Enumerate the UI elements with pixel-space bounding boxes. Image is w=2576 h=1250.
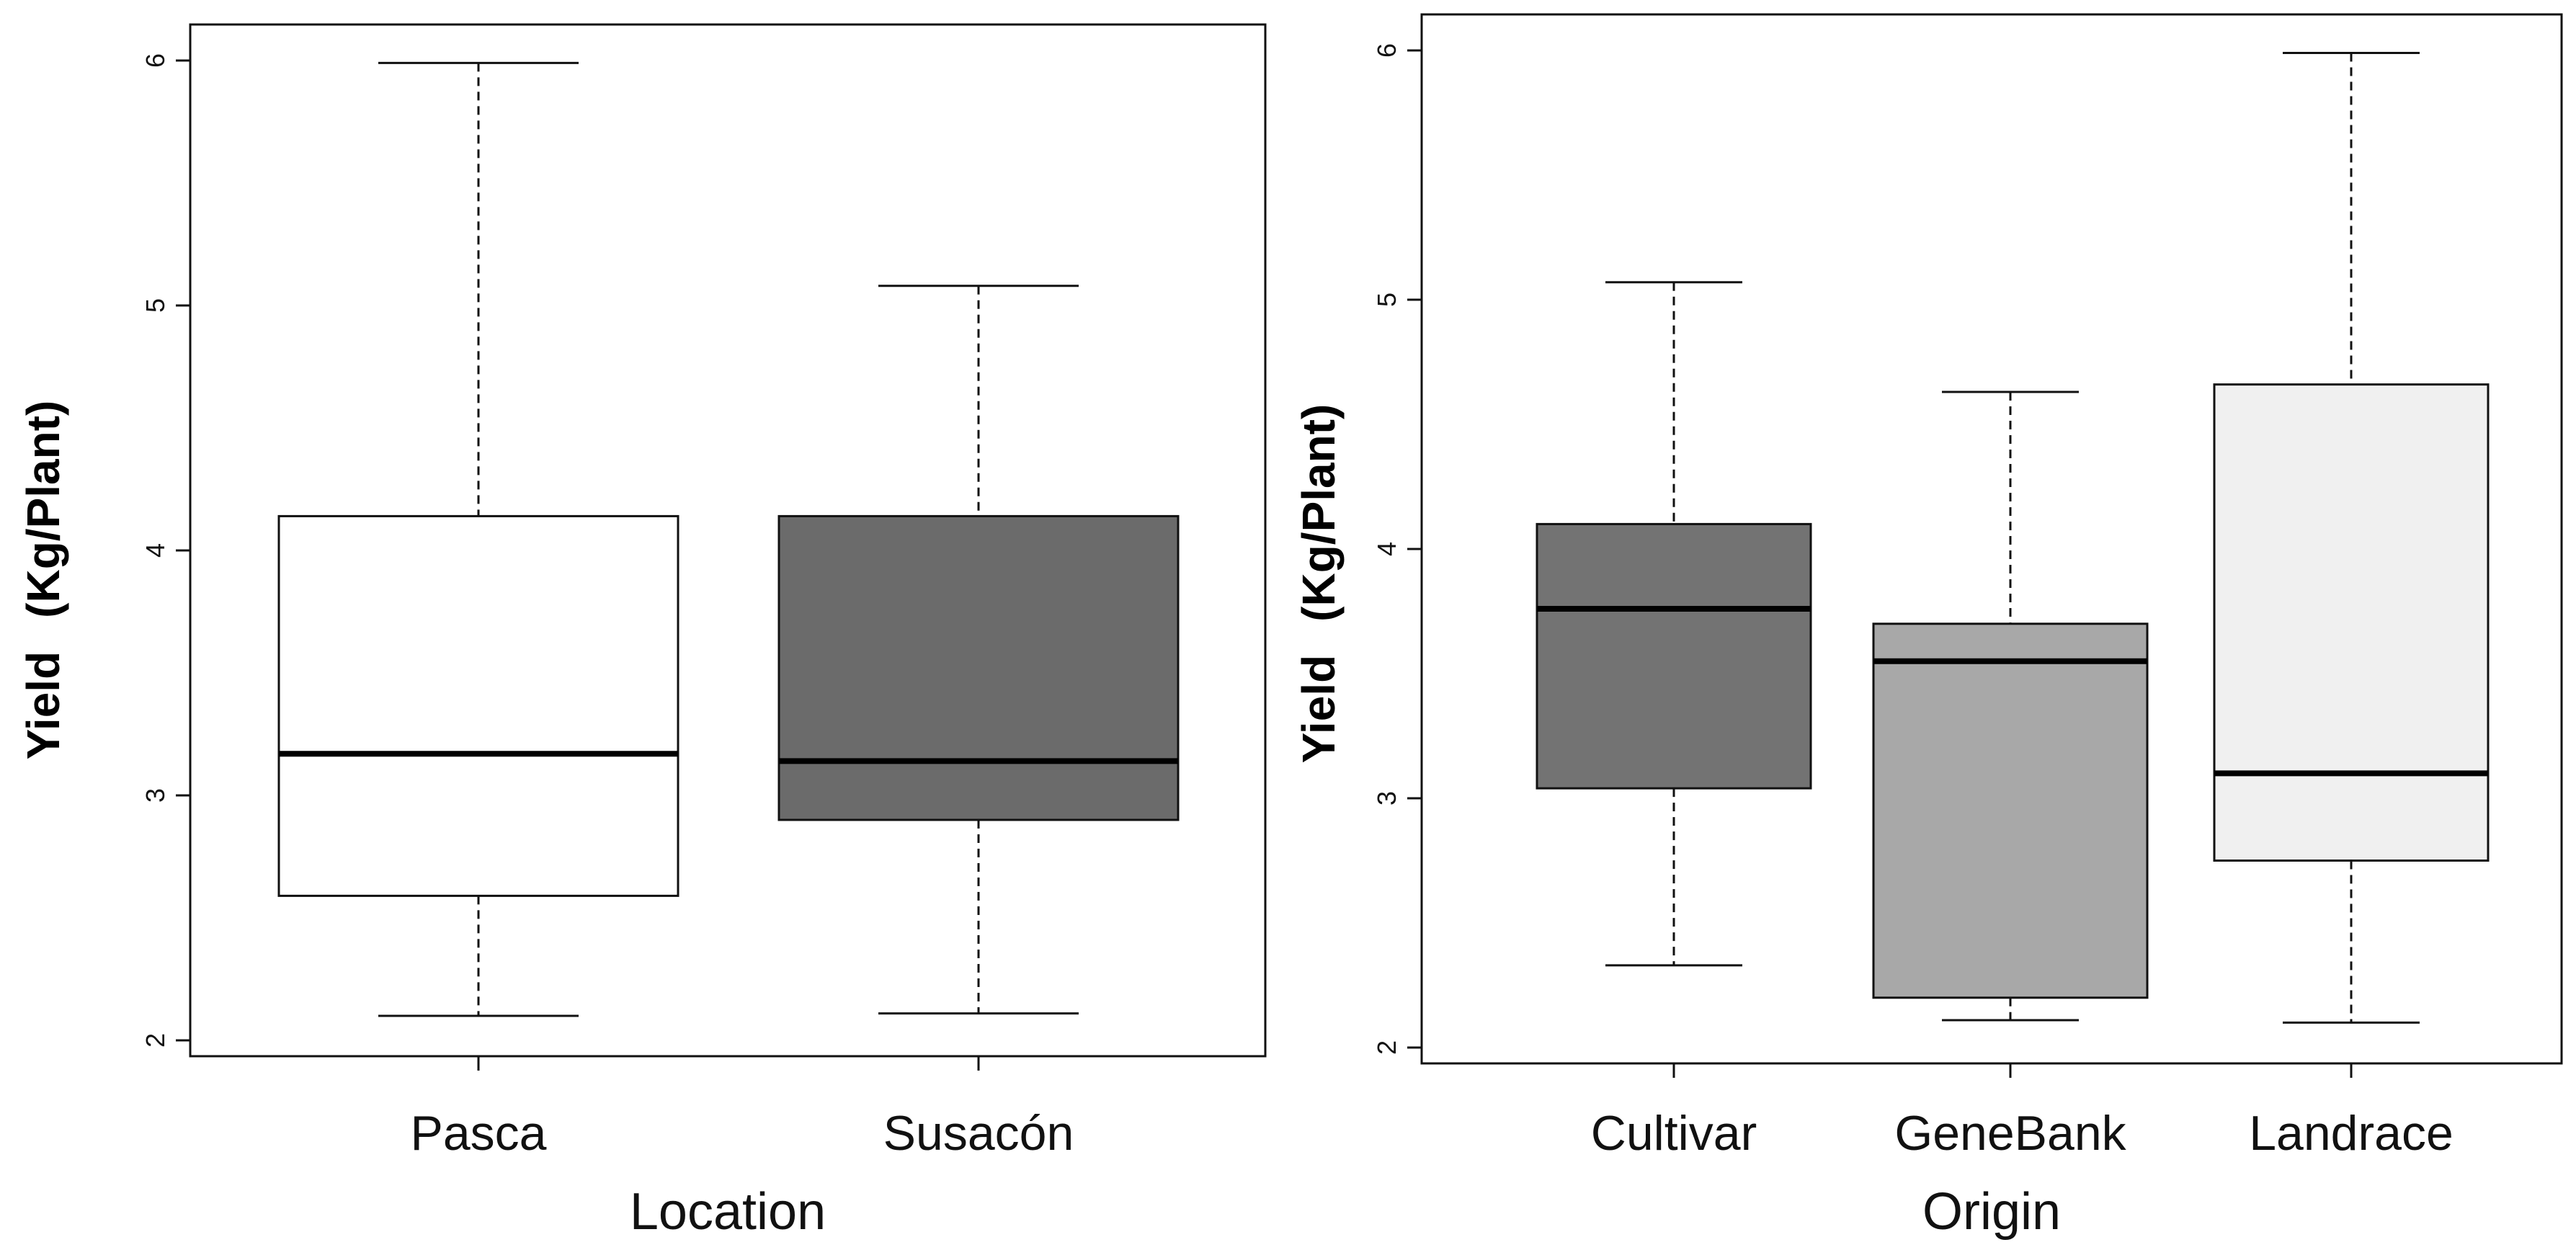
x-tick-label-susacón: Susacón xyxy=(883,1106,1074,1161)
box-susacón xyxy=(777,514,1180,821)
x-axis-title: Location xyxy=(630,1183,826,1241)
y-axis-title-word: Yield xyxy=(1293,655,1345,764)
y-tick-label: 5 xyxy=(1372,293,1401,307)
y-tick-label: 6 xyxy=(1372,43,1401,58)
box-cultivar xyxy=(1536,522,1812,790)
y-axis-title-unit: (Kg/Plant) xyxy=(17,401,69,618)
plot-frame xyxy=(189,23,1267,1058)
x-tick-label-genebank: GeneBank xyxy=(1894,1106,2126,1161)
y-tick-label: 3 xyxy=(141,788,170,803)
y-tick-label: 6 xyxy=(141,53,170,68)
y-axis-title: Yield (Kg/Plant) xyxy=(17,401,69,760)
box-genebank xyxy=(1872,622,2149,999)
box-pasca xyxy=(277,514,679,897)
location-boxplot-panel: 2 3 4 5 6 Pasca Susacón Location Yield (Kg/Plant) xyxy=(17,23,1267,1241)
plot-frame xyxy=(1420,13,2563,1065)
box-landrace xyxy=(2213,383,2490,862)
x-tick-label-pasca: Pasca xyxy=(411,1106,547,1161)
y-axis-title: Yield (Kg/Plant) xyxy=(1293,404,1345,764)
y-tick-label: 4 xyxy=(141,543,170,558)
y-tick-label: 2 xyxy=(141,1033,170,1048)
y-axis-title-word: Yield xyxy=(17,651,69,760)
y-tick-label: 2 xyxy=(1372,1040,1401,1055)
y-axis-title-unit: (Kg/Plant) xyxy=(1293,404,1345,622)
x-tick-label-landrace: Landrace xyxy=(2249,1106,2454,1161)
y-tick-label: 3 xyxy=(1372,791,1401,805)
x-axis-title: Origin xyxy=(1922,1183,2061,1241)
x-tick-label-cultivar: Cultivar xyxy=(1591,1106,1757,1161)
y-tick-label: 4 xyxy=(1372,542,1401,556)
y-tick-label: 5 xyxy=(141,298,170,313)
origin-boxplot-panel: 2 3 4 5 6 Cultivar GeneBank Landrace Origin Yield… xyxy=(1293,13,2563,1241)
